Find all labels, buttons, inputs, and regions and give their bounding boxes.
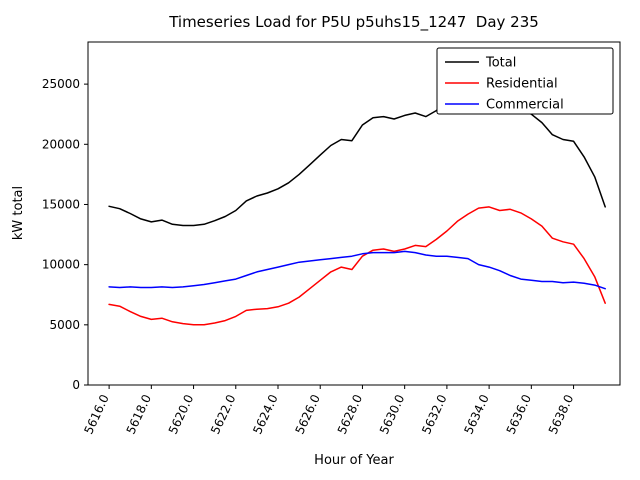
x-tick-label: 5632.0 [419,392,449,436]
series-residential-line [108,206,606,326]
x-tick-label: 5630.0 [377,392,407,436]
x-tick-label: 5624.0 [250,392,280,436]
x-tick-label: 5626.0 [293,392,323,436]
x-tick-label: 5638.0 [546,392,576,436]
x-tick-label: 5634.0 [461,392,491,436]
x-tick-label: 5622.0 [208,392,238,436]
y-tick-label: 5000 [49,318,80,332]
legend-label-residential: Residential [486,77,558,92]
legend-label-total: Total [485,56,516,71]
x-axis-label: Hour of Year [314,453,394,468]
x-tick-label: 5620.0 [166,392,196,436]
x-tick-label: 5616.0 [81,392,111,436]
y-tick-label: 10000 [42,258,80,272]
y-tick-label: 25000 [42,77,80,91]
y-tick-label: 15000 [42,197,80,211]
y-tick-label: 20000 [42,137,80,151]
series-commercial-line [108,250,606,290]
x-tick-label: 5618.0 [124,392,154,436]
x-tick-label: 5628.0 [335,392,365,436]
chart-title: Timeseries Load for P5U p5uhs15_1247 Day… [168,13,539,32]
legend-label-commercial: Commercial [486,98,564,113]
y-tick-label: 0 [72,378,80,392]
legend [436,47,614,115]
y-axis-label: kW total [11,186,26,240]
x-tick-label: 5636.0 [504,392,534,436]
